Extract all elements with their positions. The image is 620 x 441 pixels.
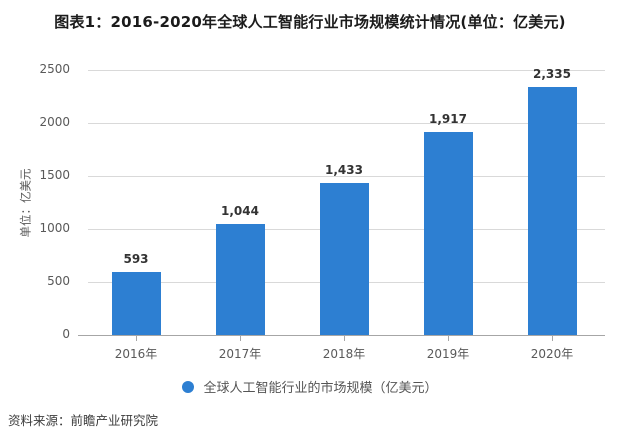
x-tick-label: 2020年 [530, 347, 574, 361]
legend-circle-icon [182, 380, 195, 393]
gridline [88, 70, 605, 71]
value-label: 2,335 [533, 67, 571, 81]
gridline [88, 123, 605, 124]
x-axis-tick [448, 336, 449, 341]
x-axis-line [78, 335, 605, 336]
bar-2016年 [112, 272, 161, 335]
x-tick-label: 2018年 [322, 347, 366, 361]
gridline [88, 176, 605, 177]
value-label: 1,044 [221, 204, 259, 218]
legend-label: 全球人工智能行业的市场规模（亿美元） [203, 381, 438, 396]
bar-2019年 [424, 132, 473, 335]
y-tick-label: 1000 [39, 221, 70, 235]
value-label: 593 [123, 252, 149, 266]
chart-title: 图表1：2016-2020年全球人工智能行业市场规模统计情况(单位：亿美元) [54, 13, 566, 31]
y-axis-title: 单位：亿美元 [14, 70, 36, 335]
y-tick-label: 1500 [39, 168, 70, 182]
y-tick-label: 0 [62, 327, 70, 341]
bar-2020年 [528, 87, 577, 335]
bar-2018年 [320, 183, 369, 335]
y-tick-label: 2000 [39, 115, 70, 129]
x-tick-label: 2017年 [218, 347, 262, 361]
x-axis-tick [552, 336, 553, 341]
x-tick-label: 2019年 [426, 347, 470, 361]
value-label: 1,433 [325, 163, 363, 177]
bar-2017年 [216, 224, 265, 335]
x-tick-label: 2016年 [114, 347, 158, 361]
y-tick-label: 500 [47, 274, 70, 288]
x-axis-tick [136, 336, 137, 341]
x-axis-tick [240, 336, 241, 341]
y-tick-label: 2500 [39, 62, 70, 76]
plot-area: 593 2016年 1,044 2017年 1,433 2018年 1,917 2019年 2,… [78, 67, 605, 361]
legend: 全球人工智能行业的市场规模（亿美元） [0, 377, 620, 396]
x-axis-tick [344, 336, 345, 341]
value-label: 1,917 [429, 112, 467, 126]
source-note: 资料来源：前瞻产业研究院 [8, 413, 159, 428]
